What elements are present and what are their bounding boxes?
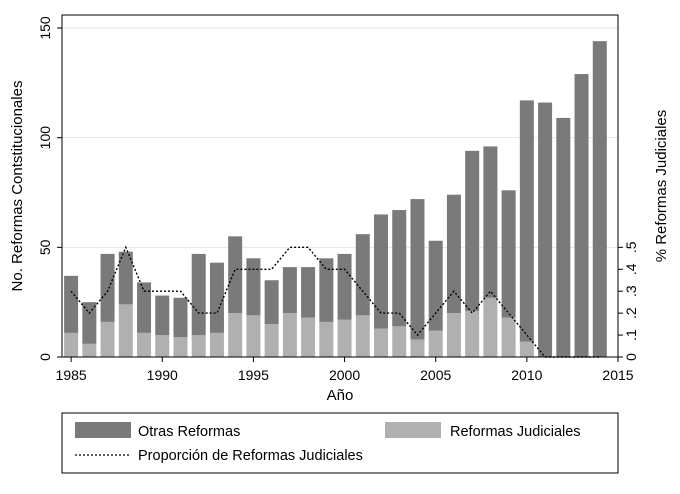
x-tick-label: 2010 <box>511 367 542 383</box>
x-tick-label: 2005 <box>420 367 451 383</box>
right-y-tick-label: .2 <box>623 307 639 319</box>
right-y-tick-label: .5 <box>623 241 639 253</box>
bar-otras-reformas <box>282 267 297 314</box>
right-y-tick-label: .4 <box>623 263 639 275</box>
bar-otras-reformas <box>592 41 607 357</box>
y-axis-title: No. Reformas Contstitucionales <box>9 81 26 292</box>
bar-reformas-judiciales <box>519 341 534 357</box>
bar-reformas-judiciales <box>337 319 352 357</box>
bar-reformas-judiciales <box>137 332 152 357</box>
bar-otras-reformas <box>574 74 589 357</box>
legend-label-judiciales: Reformas Judiciales <box>450 424 581 440</box>
bar-otras-reformas <box>410 199 425 340</box>
bar-reformas-judiciales <box>209 332 224 357</box>
left-y-tick-label: 100 <box>37 126 53 150</box>
bar-reformas-judiciales <box>319 321 334 357</box>
bar-reformas-judiciales <box>355 315 370 357</box>
bar-reformas-judiciales <box>410 339 425 357</box>
bar-reformas-judiciales <box>301 317 316 357</box>
bar-otras-reformas <box>228 236 243 314</box>
bar-reformas-judiciales <box>264 324 279 357</box>
bar-otras-reformas <box>374 214 389 329</box>
x-axis-title: Año <box>327 387 354 404</box>
bar-otras-reformas <box>337 253 352 320</box>
left-y-tick-label: 0 <box>37 353 53 361</box>
legend-label-otras: Otras Reformas <box>138 424 240 440</box>
bar-otras-reformas <box>465 150 480 311</box>
bars-layer <box>64 41 607 357</box>
bar-reformas-judiciales <box>282 313 297 357</box>
bar-otras-reformas <box>538 102 553 357</box>
plot-frame <box>61 14 619 358</box>
bar-otras-reformas <box>392 210 407 327</box>
bar-otras-reformas <box>137 282 152 333</box>
bar-otras-reformas <box>118 251 133 305</box>
bar-otras-reformas <box>82 302 97 344</box>
bar-otras-reformas <box>100 253 115 322</box>
bar-reformas-judiciales <box>173 337 188 357</box>
bar-otras-reformas <box>428 240 443 331</box>
bar-otras-reformas <box>319 258 334 322</box>
bar-otras-reformas <box>64 275 79 333</box>
bar-otras-reformas <box>209 262 224 333</box>
bar-reformas-judiciales <box>428 330 443 357</box>
bar-reformas-judiciales <box>64 332 79 357</box>
bar-otras-reformas <box>301 267 316 318</box>
bar-reformas-judiciales <box>374 328 389 357</box>
bar-otras-reformas <box>191 253 206 336</box>
bar-reformas-judiciales <box>465 310 480 357</box>
left-y-tick-label: 50 <box>37 239 53 255</box>
bar-reformas-judiciales <box>446 313 461 357</box>
right-y-tick-label: .1 <box>623 329 639 341</box>
x-tick-label: 1985 <box>56 367 87 383</box>
right-y-axis-title: % Reformas Judiciales <box>653 110 670 263</box>
x-tick-label: 1995 <box>238 367 269 383</box>
bar-reformas-judiciales <box>82 343 97 357</box>
bar-reformas-judiciales <box>483 297 498 357</box>
bar-otras-reformas <box>155 295 170 336</box>
bar-reformas-judiciales <box>246 315 261 357</box>
bar-reformas-judiciales <box>501 317 516 357</box>
x-tick-label: 1990 <box>147 367 178 383</box>
bar-reformas-judiciales <box>392 326 407 357</box>
bar-otras-reformas <box>264 280 279 325</box>
right-y-tick-label: 0 <box>623 353 639 361</box>
bar-reformas-judiciales <box>191 335 206 357</box>
bar-otras-reformas <box>556 117 571 357</box>
bar-otras-reformas <box>483 146 498 298</box>
legend: Otras Reformas Reformas Judiciales Propo… <box>61 412 619 474</box>
bar-otras-reformas <box>501 190 516 318</box>
legend-box <box>61 412 619 474</box>
legend-swatch-otras <box>75 422 131 438</box>
left-y-tick-label: 150 <box>37 16 53 40</box>
bar-otras-reformas <box>173 297 188 338</box>
bar-otras-reformas <box>246 258 261 316</box>
bar-reformas-judiciales <box>228 313 243 357</box>
bar-otras-reformas <box>519 100 534 342</box>
right-y-tick-label: .3 <box>623 285 639 297</box>
x-tick-label: 2000 <box>329 367 360 383</box>
bar-reformas-judiciales <box>118 304 133 357</box>
axes-layer: 0 50 100 150 0 .1 .2 .3 .4 .5 1985 1990 1995 2000 2005… <box>37 16 639 383</box>
bar-reformas-judiciales <box>100 321 115 357</box>
x-tick-label: 2015 <box>602 367 633 383</box>
legend-label-proporcion: Proporción de Reformas Judiciales <box>138 448 363 464</box>
legend-swatch-judiciales <box>385 422 441 438</box>
bar-otras-reformas <box>355 234 370 316</box>
bar-otras-reformas <box>446 194 461 314</box>
bar-reformas-judiciales <box>155 335 170 357</box>
